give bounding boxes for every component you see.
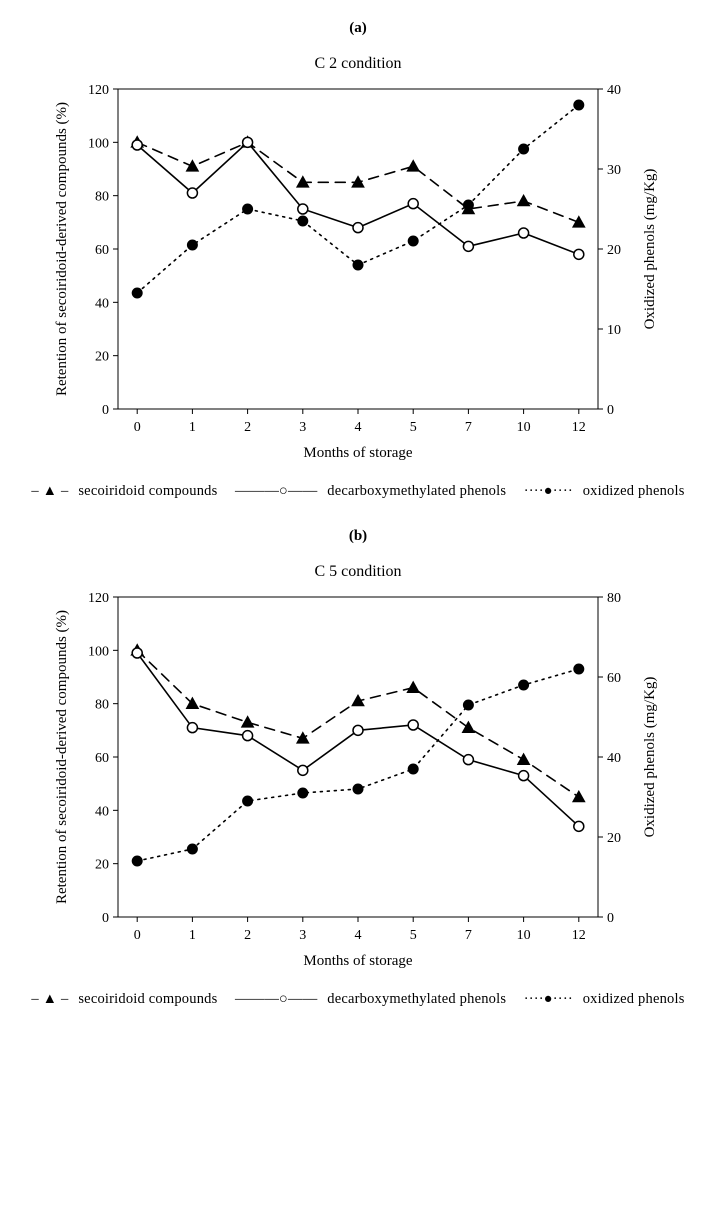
svg-text:Oxidized phenols (mg/Kg): Oxidized phenols (mg/Kg) xyxy=(642,677,658,838)
svg-text:0: 0 xyxy=(134,420,141,435)
svg-text:Months of storage: Months of storage xyxy=(303,953,412,969)
svg-text:5: 5 xyxy=(410,928,417,943)
svg-text:12: 12 xyxy=(572,420,586,435)
chart-c5-svg: 02040608010012002040608001234571012Month… xyxy=(48,587,668,977)
svg-text:4: 4 xyxy=(355,420,362,435)
chart-c2-legend: – ▲ – secoiridoid compounds ———○—— decar… xyxy=(12,483,704,500)
legend-secoiridoid-label: secoiridoid compounds xyxy=(78,483,217,499)
svg-text:80: 80 xyxy=(95,190,109,205)
panel-label-b: (b) xyxy=(12,528,704,545)
svg-text:100: 100 xyxy=(88,136,109,151)
svg-text:7: 7 xyxy=(465,928,472,943)
legend-oxidized-label: oxidized phenols xyxy=(583,483,685,499)
svg-text:120: 120 xyxy=(88,591,109,606)
svg-text:4: 4 xyxy=(355,928,362,943)
svg-text:2: 2 xyxy=(244,928,251,943)
svg-text:100: 100 xyxy=(88,644,109,659)
svg-text:40: 40 xyxy=(607,751,621,766)
svg-text:Retention of secoiridoid-deriv: Retention of secoiridoid-derived compoun… xyxy=(54,102,70,396)
svg-text:20: 20 xyxy=(95,858,109,873)
svg-text:10: 10 xyxy=(607,323,621,338)
svg-text:120: 120 xyxy=(88,83,109,98)
svg-text:20: 20 xyxy=(95,350,109,365)
svg-text:0: 0 xyxy=(102,403,109,418)
svg-text:12: 12 xyxy=(572,928,586,943)
legend-solid-icon: ———○—— xyxy=(235,483,317,499)
legend-dash-icon: – ▲ – xyxy=(31,991,68,1007)
legend-decarboxy-label: decarboxymethylated phenols xyxy=(327,483,506,499)
legend-decarboxy-label: decarboxymethylated phenols xyxy=(327,991,506,1007)
chart-c2-title: C 2 condition xyxy=(48,55,668,73)
svg-text:80: 80 xyxy=(95,698,109,713)
svg-text:0: 0 xyxy=(134,928,141,943)
svg-text:60: 60 xyxy=(95,243,109,258)
svg-text:10: 10 xyxy=(517,928,531,943)
svg-text:Retention of secoiridoid-deriv: Retention of secoiridoid-derived compoun… xyxy=(54,610,70,904)
svg-text:20: 20 xyxy=(607,831,621,846)
svg-text:30: 30 xyxy=(607,163,621,178)
svg-text:Months of storage: Months of storage xyxy=(303,445,412,461)
svg-text:80: 80 xyxy=(607,591,621,606)
legend-dot-icon: ····●···· xyxy=(524,991,573,1007)
svg-text:2: 2 xyxy=(244,420,251,435)
legend-dot-icon: ····●···· xyxy=(524,483,573,499)
panel-label-a: (a) xyxy=(12,20,704,37)
chart-c5: C 5 condition 0 20 40 60 80 100 120 0 20 40 60 80 0 1… xyxy=(48,563,668,977)
chart-c5-legend: – ▲ – secoiridoid compounds ———○—— decar… xyxy=(12,991,704,1008)
svg-text:3: 3 xyxy=(299,420,306,435)
svg-text:5: 5 xyxy=(410,420,417,435)
legend-solid-icon: ———○—— xyxy=(235,991,317,1007)
svg-text:3: 3 xyxy=(299,928,306,943)
svg-text:40: 40 xyxy=(95,804,109,819)
chart-c5-title: C 5 condition xyxy=(48,563,668,581)
legend-secoiridoid-label: secoiridoid compounds xyxy=(78,991,217,1007)
svg-text:7: 7 xyxy=(465,420,472,435)
svg-text:60: 60 xyxy=(95,751,109,766)
svg-text:0: 0 xyxy=(102,911,109,926)
svg-text:Oxidized phenols (mg/Kg): Oxidized phenols (mg/Kg) xyxy=(642,169,658,330)
svg-text:0: 0 xyxy=(607,911,614,926)
svg-text:20: 20 xyxy=(607,243,621,258)
legend-dash-icon: – ▲ – xyxy=(31,483,68,499)
chart-c2: C 2 condition 0 20 40 60 80 100 120 0 10 20 30 40 0 1… xyxy=(48,55,668,469)
chart-c2-svg: 02040608010012001020304001234571012Month… xyxy=(48,79,668,469)
svg-text:40: 40 xyxy=(95,296,109,311)
svg-text:1: 1 xyxy=(189,928,196,943)
svg-text:40: 40 xyxy=(607,83,621,98)
legend-oxidized-label: oxidized phenols xyxy=(583,991,685,1007)
svg-text:0: 0 xyxy=(607,403,614,418)
svg-text:1: 1 xyxy=(189,420,196,435)
svg-text:10: 10 xyxy=(517,420,531,435)
svg-text:60: 60 xyxy=(607,671,621,686)
